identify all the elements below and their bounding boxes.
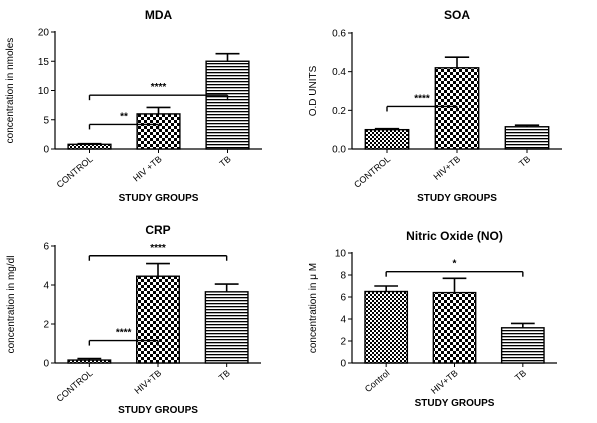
- chart-title: SOA: [444, 8, 470, 22]
- chart-title: Nitric Oxide (NO): [406, 229, 503, 243]
- y-tick-label: 10: [335, 249, 347, 260]
- category-label: TB: [217, 368, 232, 383]
- y-tick-label: 20: [38, 28, 50, 39]
- category-label: HIV+TB: [133, 368, 164, 396]
- x-axis-label: STUDY GROUPS: [119, 193, 199, 204]
- category-label: TB: [517, 154, 532, 169]
- significance-label: **: [120, 111, 128, 122]
- y-tick-label: 0.0: [332, 145, 346, 156]
- y-tick-label: 0.4: [332, 67, 346, 78]
- chart-title: MDA: [145, 8, 173, 22]
- chart-panel-1: MDA concentration in nmoles STUDY GROUPS 0 5…: [5, 8, 262, 204]
- chart-panel-2: SOA O.D UNITS STUDY GROUPS 0.0 0.2 0.4 0.6 CONT…: [308, 8, 562, 204]
- y-tick-label: 0.2: [332, 106, 346, 117]
- bar: [504, 126, 550, 150]
- category-label: HIV+TB: [432, 154, 463, 182]
- y-tick-label: 10: [38, 86, 50, 97]
- y-tick-label: 4: [340, 315, 346, 326]
- chart-panel-4: Nitric Oxide (NO) concentration in μ M STU…: [308, 229, 557, 409]
- chart-panel-3: CRP concentration in mg/dl STUDY GROUPS 0 2 4…: [6, 223, 261, 416]
- y-tick-label: 4: [43, 281, 49, 292]
- y-axis-label: concentration in μ M: [308, 263, 319, 353]
- x-axis-label: STUDY GROUPS: [415, 398, 495, 409]
- category-label: TB: [513, 368, 528, 383]
- y-axis-label: concentration in nmoles: [5, 38, 16, 144]
- y-tick-label: 8: [340, 271, 346, 282]
- y-tick-label: 0: [43, 359, 49, 370]
- bar: [67, 359, 112, 364]
- category-label: Control: [363, 368, 392, 394]
- bar: [67, 143, 112, 150]
- y-axis-label: concentration in mg/dl: [6, 256, 17, 354]
- y-tick-label: 2: [43, 320, 49, 331]
- y-tick-label: 5: [43, 115, 49, 126]
- y-axis-label: O.D UNITS: [308, 65, 319, 116]
- bar: [136, 275, 180, 364]
- bar: [364, 128, 410, 150]
- significance-label: ****: [414, 93, 430, 104]
- category-label: HIV+TB: [429, 368, 460, 396]
- bar: [432, 291, 477, 364]
- y-tick-label: 0.6: [332, 29, 346, 40]
- y-tick-label: 0: [43, 145, 49, 156]
- category-label: CONTROL: [352, 154, 392, 190]
- bar: [136, 113, 181, 150]
- bar: [205, 60, 250, 150]
- y-tick-label: 15: [38, 57, 50, 68]
- category-label: CONTROL: [54, 368, 94, 404]
- bar: [364, 290, 409, 364]
- category-label: TB: [218, 154, 233, 169]
- x-axis-label: STUDY GROUPS: [118, 405, 198, 416]
- x-axis-label: STUDY GROUPS: [417, 193, 497, 204]
- y-tick-label: 2: [340, 337, 346, 348]
- bar: [204, 291, 249, 364]
- category-label: HIV +TB: [131, 154, 164, 184]
- significance-label: *: [453, 259, 457, 270]
- significance-label: ****: [116, 328, 132, 339]
- y-tick-label: 6: [43, 242, 49, 253]
- category-label: CONTROL: [55, 154, 95, 190]
- chart-title: CRP: [145, 223, 170, 237]
- significance-label: ****: [151, 82, 167, 93]
- significance-label: ****: [150, 243, 166, 254]
- y-tick-label: 0: [340, 359, 346, 370]
- y-tick-label: 6: [340, 293, 346, 304]
- bar: [500, 327, 545, 364]
